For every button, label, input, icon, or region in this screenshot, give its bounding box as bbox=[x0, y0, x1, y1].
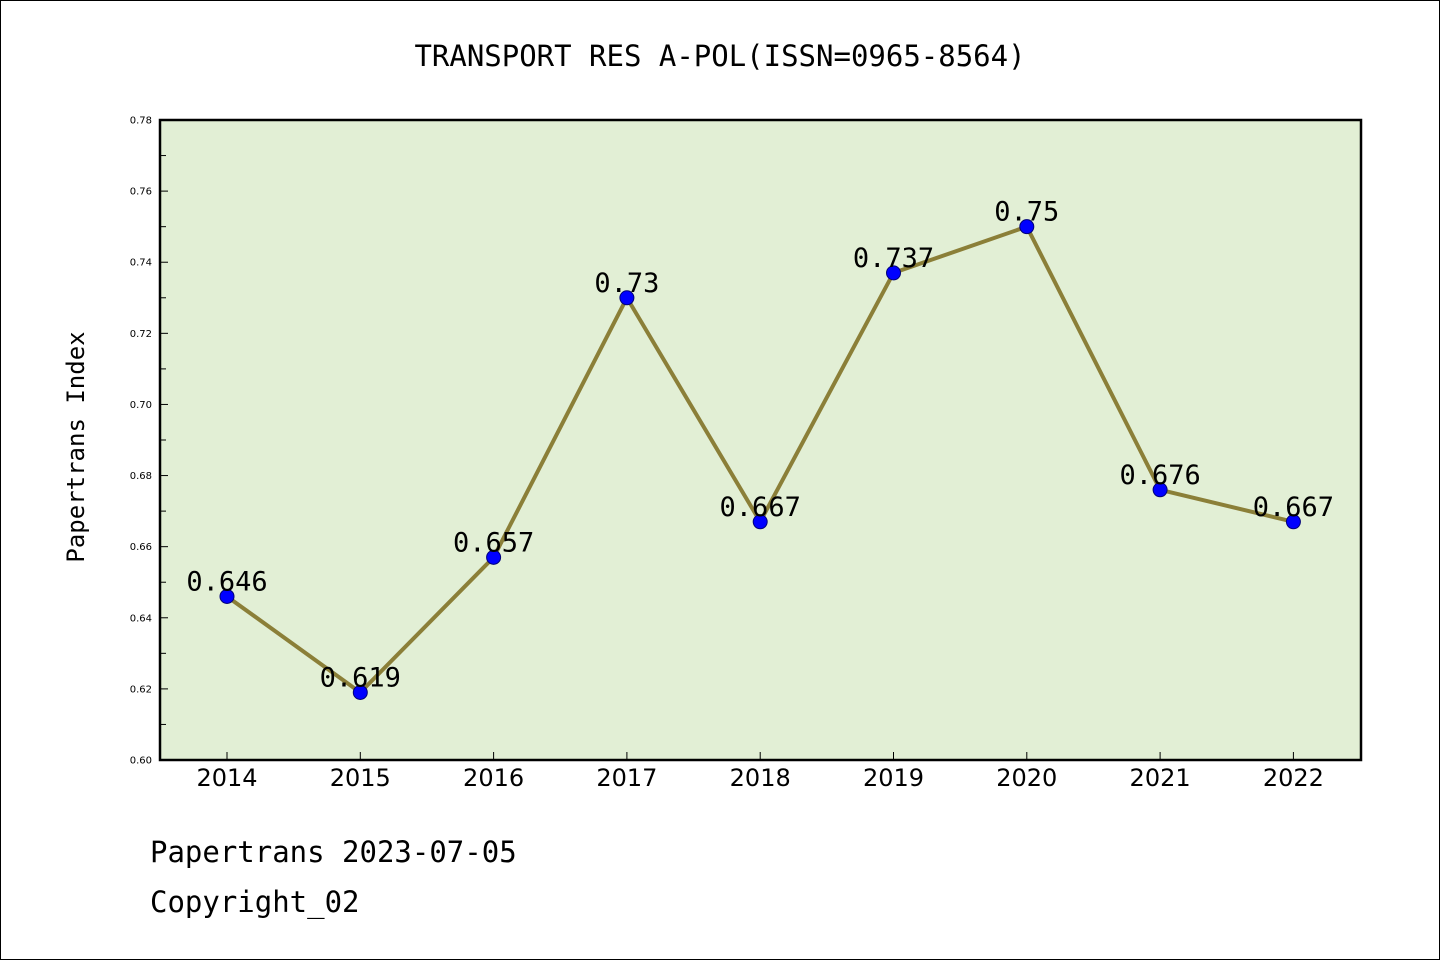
data-point bbox=[1152, 482, 1168, 498]
x-tick-label: 2019 bbox=[863, 764, 924, 792]
y-tick-label: 0.68 bbox=[130, 471, 152, 482]
data-point bbox=[486, 549, 502, 565]
y-tick-label: 0.70 bbox=[130, 400, 152, 411]
data-label: 0.75 bbox=[994, 197, 1059, 228]
x-tick-label: 2022 bbox=[1263, 764, 1324, 792]
data-label: 0.646 bbox=[186, 566, 267, 597]
data-label: 0.676 bbox=[1119, 460, 1200, 491]
data-point bbox=[219, 588, 235, 604]
data-point bbox=[619, 290, 635, 306]
data-label: 0.667 bbox=[720, 492, 801, 523]
data-label: 0.657 bbox=[453, 527, 534, 558]
y-tick-label: 0.72 bbox=[130, 329, 152, 340]
data-point bbox=[1019, 219, 1035, 235]
data-point bbox=[886, 265, 901, 281]
footer-copyright: Copyright_02 bbox=[150, 885, 360, 919]
data-point bbox=[352, 684, 368, 700]
y-tick-label: 0.78 bbox=[130, 116, 152, 127]
series-markers bbox=[219, 219, 1301, 700]
y-tick-label: 0.62 bbox=[130, 684, 152, 695]
x-tick-label: 2017 bbox=[596, 764, 657, 792]
y-tick-label: 0.74 bbox=[130, 258, 152, 269]
data-label: 0.73 bbox=[594, 268, 659, 299]
x-tick-label: 2021 bbox=[1130, 764, 1191, 792]
data-label: 0.737 bbox=[853, 243, 934, 274]
x-tick-label: 2016 bbox=[463, 764, 524, 792]
x-axis: 2014 2015 2016 2017 2018 2019 2020 2021 2022 bbox=[196, 752, 1324, 792]
data-label: 0.667 bbox=[1253, 492, 1334, 523]
x-tick-label: 2014 bbox=[196, 764, 257, 792]
y-tick-label: 0.66 bbox=[130, 542, 152, 553]
y-tick-label: 0.60 bbox=[130, 756, 152, 767]
y-tick-label: 0.76 bbox=[130, 187, 152, 198]
x-tick-label: 2020 bbox=[996, 764, 1057, 792]
plot-border bbox=[158, 118, 1363, 762]
y-axis-label: Papertrans Index bbox=[62, 331, 90, 562]
chart-title: TRANSPORT RES A-POL(ISSN=0965-8564) bbox=[414, 39, 1025, 73]
x-tick-label: 2015 bbox=[330, 764, 391, 792]
data-point bbox=[1285, 514, 1301, 530]
plot-area bbox=[160, 120, 1361, 760]
data-labels: 0.646 0.619 0.657 0.73 0.667 0.737 0.75 0.676 0.… bbox=[186, 197, 1334, 694]
x-tick-label: 2018 bbox=[730, 764, 791, 792]
data-point bbox=[752, 514, 768, 530]
y-tick-label: 0.64 bbox=[130, 613, 152, 624]
footer-date: Papertrans 2023-07-05 bbox=[150, 835, 517, 869]
data-label: 0.619 bbox=[320, 662, 401, 693]
